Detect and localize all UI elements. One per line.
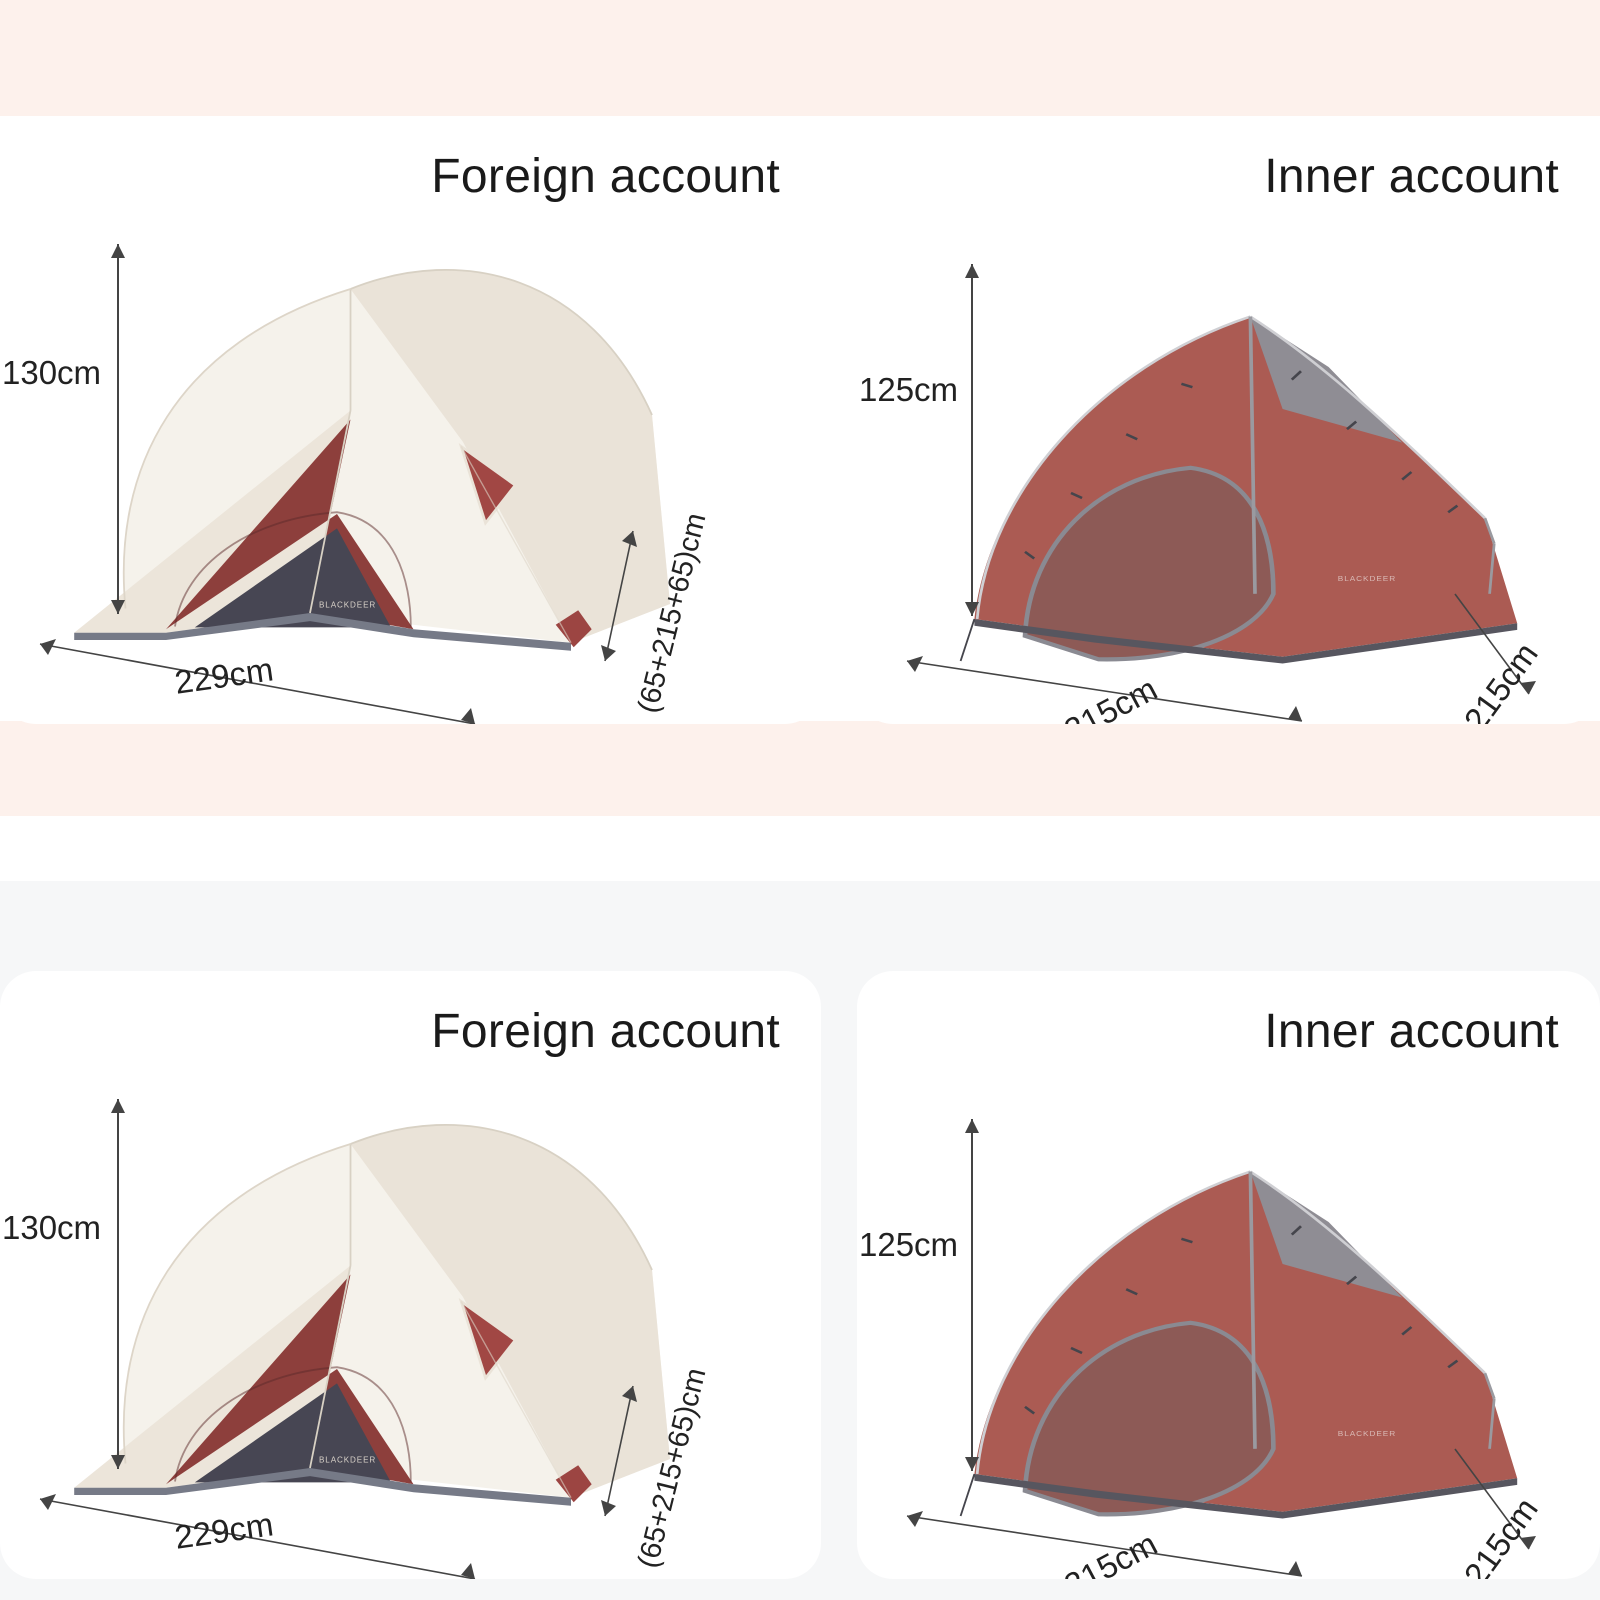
svg-text:BLACKDEER: BLACKDEER xyxy=(319,1456,376,1465)
svg-text:BLACKDEER: BLACKDEER xyxy=(1338,1430,1396,1439)
svg-text:BLACKDEER: BLACKDEER xyxy=(319,601,376,610)
svg-text:BLACKDEER: BLACKDEER xyxy=(1338,575,1396,584)
